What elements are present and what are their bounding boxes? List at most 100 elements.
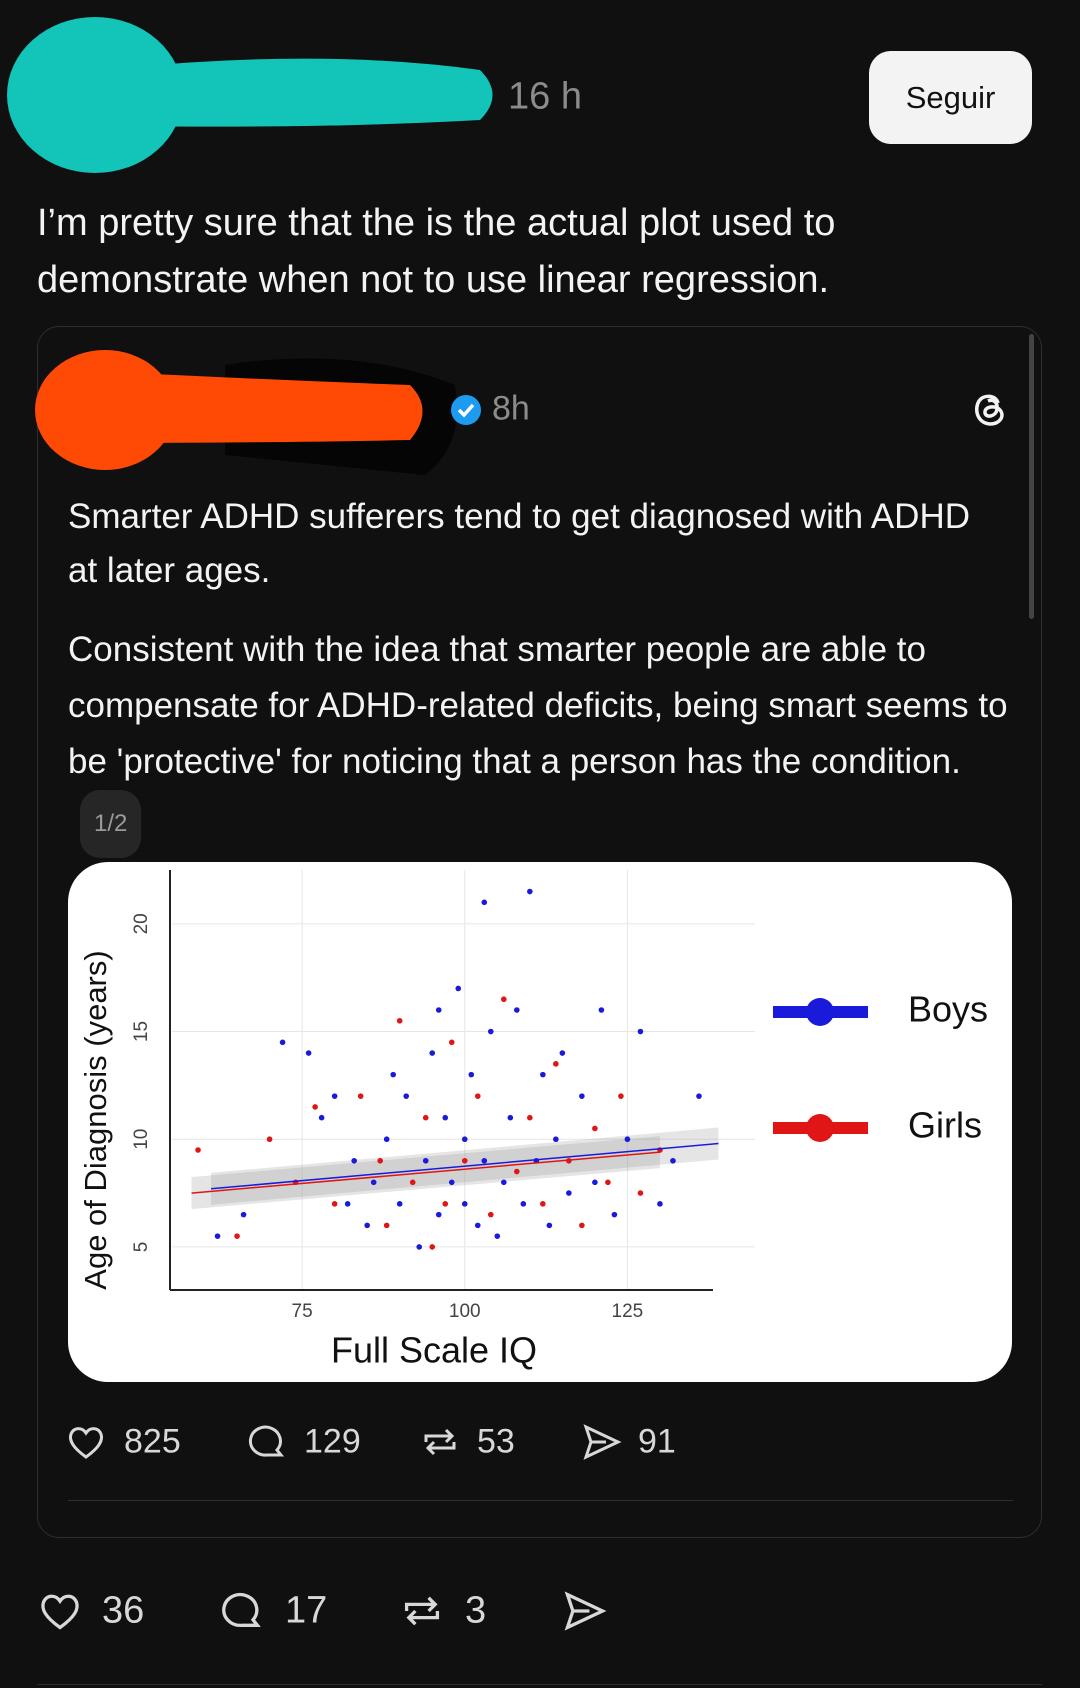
data-point xyxy=(579,1093,585,1099)
data-point xyxy=(442,1114,449,1121)
x-tick-label: 75 xyxy=(292,1301,313,1322)
data-point xyxy=(409,1179,416,1186)
data-point xyxy=(553,1061,559,1067)
data-point xyxy=(396,1201,403,1207)
share-icon[interactable] xyxy=(582,1422,622,1462)
legend-label: Girls xyxy=(908,1105,982,1146)
data-point xyxy=(637,1028,644,1035)
data-point xyxy=(461,1201,468,1207)
data-point xyxy=(481,899,488,906)
data-point xyxy=(403,1093,410,1099)
follow-button[interactable]: Seguir xyxy=(869,51,1032,144)
reply-count: 129 xyxy=(304,1422,361,1461)
repost-count: 3 xyxy=(465,1589,487,1632)
data-point xyxy=(364,1222,370,1229)
data-point xyxy=(390,1071,397,1078)
data-point xyxy=(566,1190,572,1196)
data-point xyxy=(279,1039,286,1046)
data-point xyxy=(416,1244,423,1250)
legend-swatch xyxy=(806,1114,834,1142)
data-point xyxy=(318,1114,325,1121)
data-point xyxy=(383,1136,390,1143)
data-point xyxy=(383,1222,390,1229)
data-point xyxy=(331,1201,338,1207)
y-tick-label: 5 xyxy=(131,1242,152,1253)
x-axis-label: Full Scale IQ xyxy=(331,1330,537,1371)
data-point xyxy=(240,1211,247,1218)
data-point xyxy=(474,1222,481,1229)
y-tick-label: 10 xyxy=(131,1129,152,1150)
data-point xyxy=(494,1233,501,1239)
data-point xyxy=(611,1211,618,1218)
data-point xyxy=(305,1050,312,1056)
verified-badge xyxy=(451,395,481,425)
data-point xyxy=(540,1071,546,1078)
data-point xyxy=(429,1244,436,1250)
data-point xyxy=(514,1007,520,1013)
repost-count: 53 xyxy=(477,1422,515,1461)
data-point xyxy=(501,996,507,1003)
data-point xyxy=(474,1093,481,1099)
share-icon[interactable] xyxy=(563,1589,607,1633)
data-point xyxy=(468,1071,475,1078)
data-point xyxy=(546,1222,553,1229)
data-point xyxy=(559,1050,566,1056)
data-point xyxy=(624,1136,631,1143)
data-point xyxy=(266,1136,273,1143)
data-point xyxy=(344,1201,351,1207)
repost-icon[interactable] xyxy=(420,1422,460,1462)
data-point xyxy=(527,888,533,895)
data-point xyxy=(592,1179,598,1186)
data-point xyxy=(598,1007,605,1013)
data-point xyxy=(396,1017,403,1024)
data-point xyxy=(618,1093,624,1099)
quoted-card[interactable] xyxy=(37,326,1042,1538)
data-point xyxy=(637,1190,644,1196)
data-point xyxy=(520,1201,527,1207)
data-point xyxy=(234,1233,240,1239)
fit-line xyxy=(210,1142,719,1190)
data-point xyxy=(461,1157,468,1164)
post-time: 16 h xyxy=(508,75,582,118)
y-axis-label: Age of Diagnosis (years) xyxy=(78,950,113,1289)
legend-swatch xyxy=(806,998,834,1026)
data-point xyxy=(448,1039,455,1046)
redacted-name xyxy=(7,17,493,173)
page-indicator: 1/2 xyxy=(80,790,142,858)
data-point xyxy=(195,1147,201,1153)
data-point xyxy=(670,1157,676,1164)
data-point xyxy=(442,1201,449,1207)
post-text: I’m pretty sure that the is the actual p… xyxy=(37,202,836,301)
like-icon[interactable] xyxy=(66,1422,106,1462)
share-count: 91 xyxy=(638,1422,676,1461)
legend-label: Boys xyxy=(908,989,988,1030)
fit-line xyxy=(191,1151,661,1194)
repost-icon[interactable] xyxy=(400,1589,444,1633)
data-point xyxy=(429,1050,436,1056)
data-point xyxy=(514,1168,520,1175)
threads-logo[interactable] xyxy=(970,389,1010,429)
data-point xyxy=(592,1125,598,1132)
data-point xyxy=(357,1093,364,1099)
data-point xyxy=(527,1114,533,1121)
data-point xyxy=(377,1157,383,1164)
reply-icon[interactable] xyxy=(247,1422,287,1462)
divider xyxy=(68,1500,1013,1501)
divider xyxy=(37,1684,1042,1685)
data-point xyxy=(487,1028,494,1035)
data-point xyxy=(501,1179,507,1186)
data-point xyxy=(696,1093,702,1099)
x-tick-label: 100 xyxy=(449,1301,481,1322)
like-icon[interactable] xyxy=(38,1589,82,1633)
data-point xyxy=(312,1104,318,1110)
reply-icon[interactable] xyxy=(220,1589,264,1633)
data-point xyxy=(351,1157,357,1164)
like-count: 825 xyxy=(124,1422,181,1461)
data-point xyxy=(481,1157,488,1164)
reply-count: 17 xyxy=(285,1589,328,1632)
data-point xyxy=(553,1136,559,1143)
data-point xyxy=(331,1093,338,1099)
data-point xyxy=(487,1211,494,1218)
scrollbar xyxy=(1029,334,1034,619)
y-tick-label: 15 xyxy=(131,1021,152,1042)
